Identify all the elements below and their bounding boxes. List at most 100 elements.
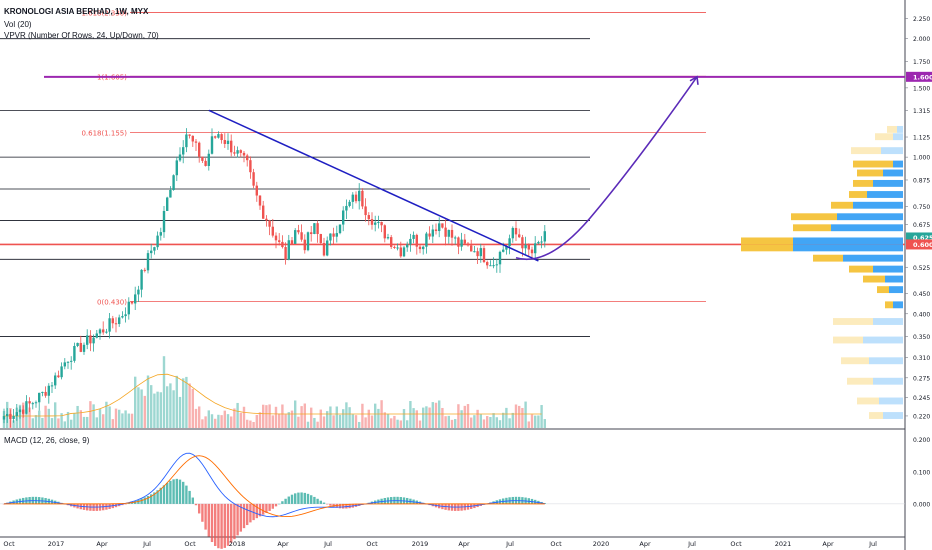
macd-histogram-bar bbox=[143, 497, 146, 504]
time-tick-label-15: Jul bbox=[687, 540, 696, 548]
candle-body bbox=[402, 247, 406, 257]
volume-indicator-label[interactable]: Vol (20) bbox=[4, 20, 32, 29]
price-badge-label-2: 0.600 bbox=[913, 241, 932, 249]
time-tick-label-3: Jul bbox=[142, 540, 151, 548]
vp-up-row-2 bbox=[881, 147, 903, 155]
price-tick-label-7: 0.875 bbox=[913, 177, 930, 184]
vp-up-row-3 bbox=[893, 160, 903, 168]
volume-bar bbox=[172, 390, 175, 428]
volume-bar bbox=[134, 376, 137, 428]
volume-bar bbox=[217, 414, 220, 428]
macd-histogram-bar bbox=[194, 503, 198, 506]
price-badge-2 bbox=[906, 239, 932, 250]
candle-body bbox=[354, 194, 358, 202]
volume-bar bbox=[63, 421, 66, 428]
candle-body bbox=[527, 244, 530, 250]
volume-bar bbox=[338, 414, 342, 428]
candle-body bbox=[326, 240, 329, 256]
macd-histogram-bar bbox=[281, 501, 284, 504]
volume-bar bbox=[175, 375, 178, 428]
volume-bar bbox=[415, 410, 418, 428]
candle-body bbox=[2, 416, 6, 420]
volume-bar bbox=[396, 419, 399, 428]
symbol-title[interactable]: KRONOLOGI ASIA BERHAD, 1W, MYX bbox=[4, 7, 149, 16]
candle-body bbox=[386, 237, 390, 239]
candle-body bbox=[118, 317, 121, 324]
candle-body bbox=[418, 246, 422, 250]
candle-body bbox=[492, 265, 495, 267]
price-badge-label-1: 0.625 bbox=[913, 234, 932, 242]
volume-bar bbox=[73, 413, 76, 428]
volume-bar bbox=[511, 412, 514, 428]
candle-body bbox=[143, 269, 146, 271]
volume-bar bbox=[457, 404, 460, 428]
volume-bar bbox=[178, 396, 182, 428]
candle-body bbox=[140, 269, 143, 290]
candle-body bbox=[300, 232, 303, 240]
volume-bar bbox=[489, 416, 492, 428]
candle-body bbox=[86, 335, 89, 345]
candle-body bbox=[63, 362, 66, 367]
macd-histogram-bar bbox=[303, 492, 306, 504]
time-tick-label-7: Jul bbox=[323, 540, 332, 548]
candle-body bbox=[319, 234, 322, 243]
volume-bar bbox=[335, 406, 338, 428]
macd-tick-label-0: 0.200 bbox=[913, 437, 930, 444]
candle-body bbox=[505, 246, 508, 250]
price-tick-label-8: 0.750 bbox=[913, 204, 930, 211]
macd-histogram-bar bbox=[185, 485, 188, 504]
volume-bar bbox=[31, 418, 34, 428]
candle-body bbox=[434, 229, 438, 232]
candle-body bbox=[537, 242, 540, 244]
candle-body bbox=[207, 153, 210, 166]
macd-histogram-bar bbox=[342, 503, 345, 509]
time-tick-label-10: Apr bbox=[458, 540, 470, 548]
volume-bar bbox=[351, 414, 354, 428]
candle-body bbox=[278, 240, 281, 242]
candle-body bbox=[44, 391, 47, 396]
macd-histogram-bar bbox=[124, 503, 127, 505]
vp-up-row-14 bbox=[885, 275, 903, 283]
volume-bar bbox=[348, 407, 351, 428]
volume-bar bbox=[543, 419, 546, 428]
drawings[interactable] bbox=[208, 75, 699, 262]
signal-line bbox=[4, 455, 545, 518]
candle-body bbox=[297, 230, 300, 233]
candle-body bbox=[76, 342, 79, 346]
vpvr-indicator-label[interactable]: VPVR (Number Of Rows, 24, Up/Down, 70) bbox=[4, 31, 159, 40]
macd-histogram-bar bbox=[287, 496, 290, 504]
candle-body bbox=[374, 222, 377, 225]
candle-body bbox=[306, 232, 310, 251]
candle-body bbox=[162, 210, 166, 233]
macd-indicator-label[interactable]: MACD (12, 26, close, 9) bbox=[4, 436, 90, 445]
volume-bar bbox=[54, 402, 57, 428]
volume-bar bbox=[434, 402, 438, 428]
candle-body bbox=[438, 223, 441, 232]
vp-down-row-0 bbox=[887, 125, 897, 133]
candle-body bbox=[236, 150, 239, 154]
fib-label-2: 0.618(1.155) bbox=[81, 130, 127, 138]
volume-bar bbox=[498, 420, 502, 428]
vp-down-row-6 bbox=[849, 191, 867, 198]
volume-bar bbox=[143, 395, 146, 428]
candle-body bbox=[188, 134, 191, 136]
candle-body bbox=[204, 160, 207, 166]
volume-bar bbox=[367, 409, 370, 428]
vp-down-row-5 bbox=[853, 179, 873, 187]
candle-body bbox=[303, 239, 306, 251]
candle-body bbox=[172, 175, 175, 190]
price-tick-label-11: 0.450 bbox=[913, 291, 930, 298]
candle-body bbox=[114, 323, 118, 325]
volume-bar bbox=[460, 410, 463, 428]
candle-body bbox=[79, 342, 82, 352]
time-tick-label-0: Oct bbox=[3, 540, 15, 548]
volume-bar bbox=[166, 386, 169, 428]
candle-body bbox=[73, 345, 76, 361]
volume-bar bbox=[223, 410, 226, 428]
price-tick-label-1: 2.000 bbox=[913, 36, 930, 43]
candle-body bbox=[169, 189, 172, 198]
volume-bar bbox=[329, 406, 332, 428]
candle-body bbox=[322, 242, 326, 256]
volume-bar bbox=[95, 417, 98, 428]
